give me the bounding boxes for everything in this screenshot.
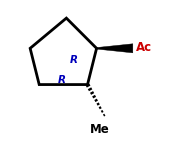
Text: R: R bbox=[58, 75, 66, 85]
Text: Me: Me bbox=[90, 123, 110, 136]
Text: Ac: Ac bbox=[136, 41, 152, 54]
Text: R: R bbox=[70, 55, 78, 65]
Polygon shape bbox=[96, 44, 133, 53]
